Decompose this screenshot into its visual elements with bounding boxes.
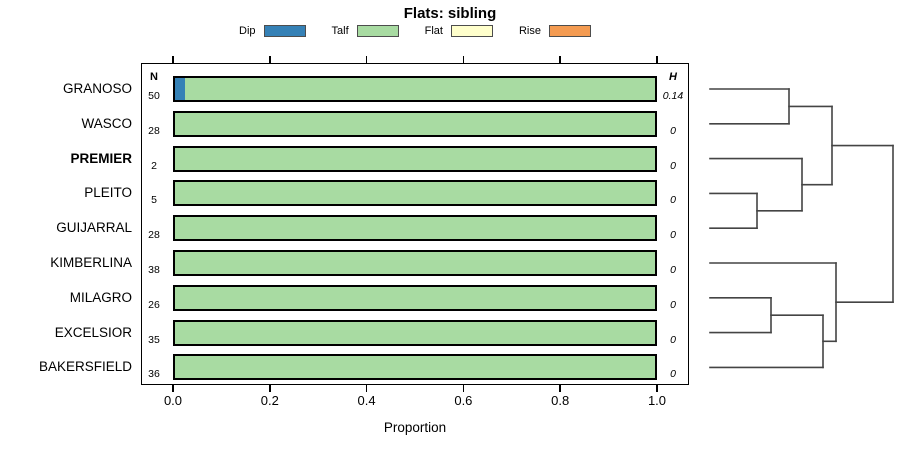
- x-tick-top: [172, 56, 174, 63]
- bar-wasco: [173, 110, 657, 137]
- n-value-premier: 2: [151, 159, 157, 172]
- row-label-premier: PREMIER: [70, 150, 132, 166]
- bar-pleito: [173, 180, 657, 207]
- bar-kimberlina: [173, 250, 657, 276]
- bar-segment-talf: [175, 182, 655, 205]
- h-value-guijarral: 0: [670, 229, 676, 242]
- bar-segment-talf: [184, 78, 655, 100]
- h-column-header: H: [669, 71, 677, 83]
- row-label-excelsior: EXCELSIOR: [54, 324, 132, 340]
- legend-item-flat: Flat: [425, 25, 493, 37]
- x-tick-bottom: [559, 385, 561, 392]
- bar-premier: [173, 145, 657, 172]
- bar-segment-talf: [175, 286, 655, 309]
- x-tick-top: [462, 56, 465, 63]
- n-value-milagro: 26: [148, 298, 160, 311]
- x-tick-bottom: [656, 385, 658, 392]
- n-value-granoso: 50: [148, 90, 160, 102]
- bar-segment-talf: [175, 252, 655, 274]
- row-label-pleito: PLEITO: [84, 185, 132, 201]
- h-value-milagro: 0: [670, 298, 676, 311]
- h-value-premier: 0: [670, 159, 676, 172]
- legend-label-rise: Rise: [518, 25, 541, 37]
- bar-segment-talf: [175, 147, 655, 170]
- row-label-bakersfield: BAKERSFIELD: [38, 359, 132, 375]
- bar-bakersfield: [173, 354, 657, 381]
- n-value-kimberlina: 38: [148, 264, 160, 276]
- row-label-kimberlina: KIMBERLINA: [50, 255, 132, 270]
- chart-title: Flats: sibling: [403, 5, 497, 22]
- n-value-guijarral: 28: [148, 229, 160, 242]
- row-label-granoso: GRANOSO: [62, 81, 132, 96]
- legend: Dip Talf Flat Rise: [141, 25, 689, 37]
- n-value-wasco: 28: [148, 124, 160, 137]
- x-tick-bottom: [462, 385, 465, 392]
- legend-item-talf: Talf: [332, 25, 399, 37]
- legend-item-rise: Rise: [519, 25, 591, 37]
- h-value-excelsior: 0: [670, 333, 676, 346]
- x-tick-bottom: [365, 385, 368, 392]
- h-value-wasco: 0: [670, 124, 676, 137]
- legend-label-dip: Dip: [239, 25, 256, 37]
- plot-frame: [141, 63, 689, 385]
- legend-label-talf: Talf: [331, 25, 349, 37]
- x-tick-top: [656, 56, 658, 63]
- h-value-bakersfield: 0: [670, 368, 676, 381]
- legend-item-dip: Dip: [239, 25, 306, 37]
- legend-swatch-flat: [450, 25, 493, 37]
- x-tick-label: 0.2: [260, 393, 279, 408]
- x-tick-bottom: [172, 385, 174, 392]
- x-tick-top: [269, 56, 271, 63]
- x-tick-label: 0.8: [551, 393, 570, 408]
- n-value-bakersfield: 36: [148, 368, 160, 381]
- row-label-guijarral: GUIJARRAL: [56, 220, 132, 236]
- n-value-excelsior: 35: [148, 333, 160, 346]
- bar-segment-talf: [175, 217, 655, 240]
- row-label-milagro: MILAGRO: [69, 289, 132, 305]
- dendrogram: [709, 88, 894, 369]
- bar-granoso: [173, 76, 657, 102]
- bar-excelsior: [173, 319, 657, 346]
- x-axis-title: Proportion: [383, 420, 447, 435]
- row-label-wasco: WASCO: [81, 115, 133, 131]
- legend-label-flat: Flat: [424, 25, 443, 37]
- legend-swatch-dip: [263, 25, 306, 37]
- n-value-pleito: 5: [151, 194, 157, 207]
- legend-swatch-rise: [549, 25, 591, 37]
- x-tick-label: 1.0: [647, 393, 667, 408]
- bar-segment-talf: [175, 321, 655, 344]
- h-value-granoso: 0.14: [662, 90, 684, 102]
- n-column-header: N: [150, 71, 158, 83]
- bar-milagro: [173, 284, 657, 311]
- bar-segment-talf: [175, 112, 655, 135]
- h-value-kimberlina: 0: [670, 264, 676, 276]
- x-tick-label: 0.6: [454, 393, 473, 408]
- bar-guijarral: [173, 215, 657, 242]
- legend-swatch-talf: [356, 25, 399, 37]
- x-tick-label: 0.0: [163, 393, 183, 408]
- x-tick-top: [365, 56, 368, 63]
- bar-segment-talf: [175, 356, 655, 379]
- x-tick-label: 0.4: [357, 393, 376, 408]
- h-value-pleito: 0: [670, 194, 676, 207]
- x-tick-top: [559, 56, 561, 63]
- x-tick-bottom: [269, 385, 271, 392]
